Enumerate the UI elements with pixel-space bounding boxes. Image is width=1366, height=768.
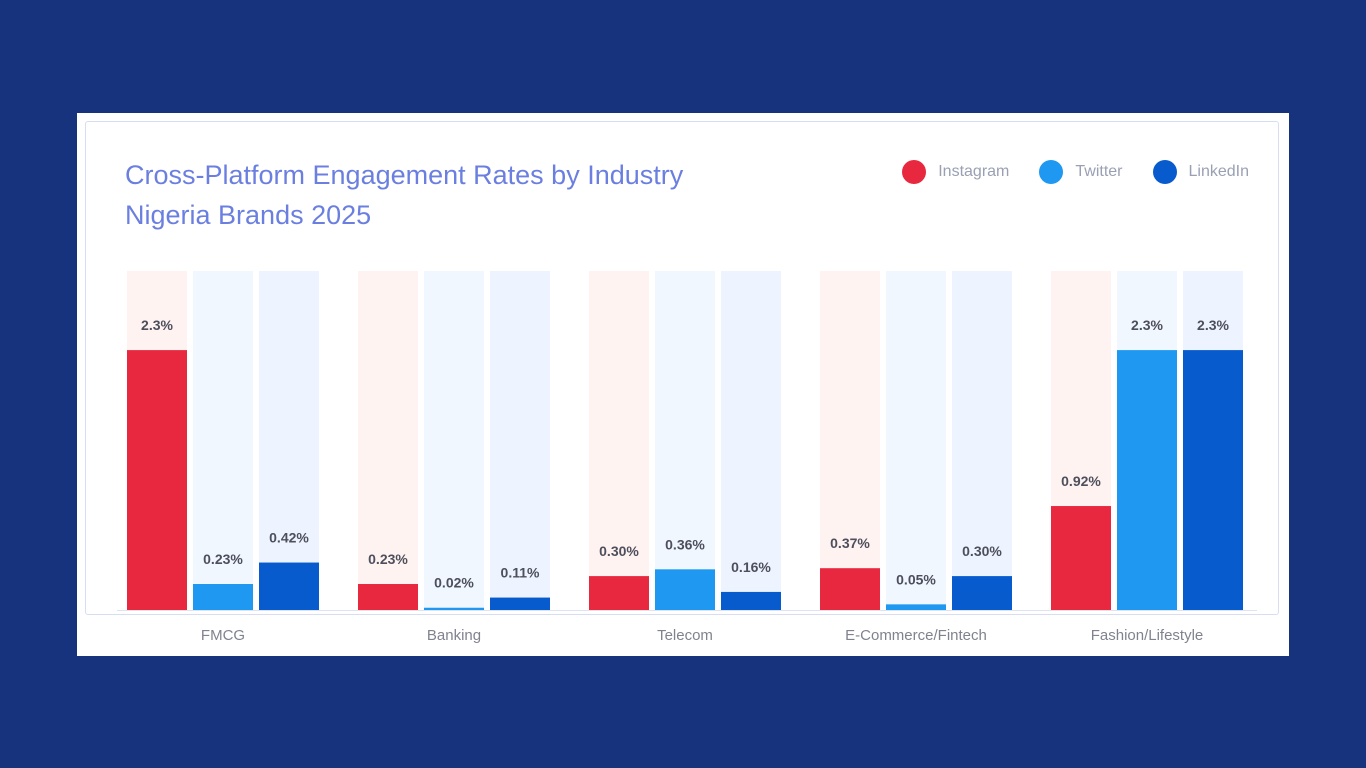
bar-twitter-telecom xyxy=(655,569,715,610)
bar-track-twitter-fmcg xyxy=(193,271,253,610)
bar-linkedin-e-commerce-fintech xyxy=(952,576,1012,610)
data-label-linkedin-fashion-lifestyle: 2.3% xyxy=(1197,317,1229,333)
chart-frame xyxy=(85,121,1279,615)
legend-label-twitter: Twitter xyxy=(1075,163,1123,180)
data-label-instagram-fmcg: 2.3% xyxy=(141,317,173,333)
category-label-fmcg: FMCG xyxy=(201,627,245,644)
bar-instagram-telecom xyxy=(589,576,649,610)
legend-item-twitter: Twitter xyxy=(1039,160,1123,184)
data-label-instagram-fashion-lifestyle: 0.92% xyxy=(1061,473,1101,489)
data-label-twitter-fmcg: 0.23% xyxy=(203,551,243,567)
bar-track-linkedin-fmcg xyxy=(259,271,319,610)
data-label-twitter-e-commerce-fintech: 0.05% xyxy=(896,571,936,587)
data-label-twitter-banking: 0.02% xyxy=(434,575,474,591)
bar-track-linkedin-banking xyxy=(490,271,550,610)
bar-linkedin-telecom xyxy=(721,591,781,610)
bar-linkedin-fmcg xyxy=(259,562,319,610)
category-label-banking: Banking xyxy=(427,627,481,644)
legend-label-linkedin: LinkedIn xyxy=(1188,163,1250,180)
data-label-instagram-banking: 0.23% xyxy=(368,551,408,567)
legend-item-linkedin: LinkedIn xyxy=(1152,160,1250,184)
bar-twitter-e-commerce-fintech xyxy=(886,604,946,610)
chart-title: Cross-Platform Engagement Rates by Indus… xyxy=(125,160,684,230)
bar-track-twitter-banking xyxy=(424,271,484,610)
bar-instagram-fmcg xyxy=(127,350,187,610)
bar-chart: 2.3% 0.23% 0.42% FMCG 0.23% 0.02% 0.11% Banking… xyxy=(117,271,1257,644)
bar-linkedin-fashion-lifestyle xyxy=(1183,350,1243,610)
legend-swatch-twitter xyxy=(1039,160,1064,184)
data-label-instagram-telecom: 0.30% xyxy=(599,543,639,559)
bar-instagram-banking xyxy=(358,584,418,610)
chart-legend: Instagram Twitter LinkedIn xyxy=(902,160,1249,184)
chart-card: Cross-Platform Engagement Rates by Indus… xyxy=(77,113,1289,656)
data-label-linkedin-fmcg: 0.42% xyxy=(269,530,309,546)
bar-track-instagram-banking xyxy=(358,271,418,610)
category-label-e-commerce-fintech: E-Commerce/Fintech xyxy=(845,627,987,644)
bar-twitter-fmcg xyxy=(193,584,253,610)
data-label-linkedin-telecom: 0.16% xyxy=(731,559,771,575)
category-label-telecom: Telecom xyxy=(657,627,713,644)
bar-track-linkedin-telecom xyxy=(721,271,781,610)
data-label-linkedin-banking: 0.11% xyxy=(501,565,540,581)
bar-track-instagram-telecom xyxy=(589,271,649,610)
bar-track-twitter-telecom xyxy=(655,271,715,610)
data-label-twitter-telecom: 0.36% xyxy=(665,536,705,552)
legend-swatch-instagram xyxy=(902,160,927,184)
data-label-twitter-fashion-lifestyle: 2.3% xyxy=(1131,317,1163,333)
bar-linkedin-banking xyxy=(490,597,550,610)
bar-twitter-fashion-lifestyle xyxy=(1117,350,1177,610)
data-label-instagram-e-commerce-fintech: 0.37% xyxy=(830,535,870,551)
bar-instagram-fashion-lifestyle xyxy=(1051,506,1111,610)
category-label-fashion-lifestyle: Fashion/Lifestyle xyxy=(1091,627,1204,644)
bar-instagram-e-commerce-fintech xyxy=(820,568,880,610)
data-label-linkedin-e-commerce-fintech: 0.30% xyxy=(962,543,1002,559)
legend-swatch-linkedin xyxy=(1152,160,1177,184)
bar-track-twitter-e-commerce-fintech xyxy=(886,271,946,610)
bar-twitter-banking xyxy=(424,607,484,610)
legend-item-instagram: Instagram xyxy=(902,160,1009,184)
legend-label-instagram: Instagram xyxy=(938,163,1010,180)
bar-track-linkedin-e-commerce-fintech xyxy=(952,271,1012,610)
bar-track-instagram-e-commerce-fintech xyxy=(820,271,880,610)
